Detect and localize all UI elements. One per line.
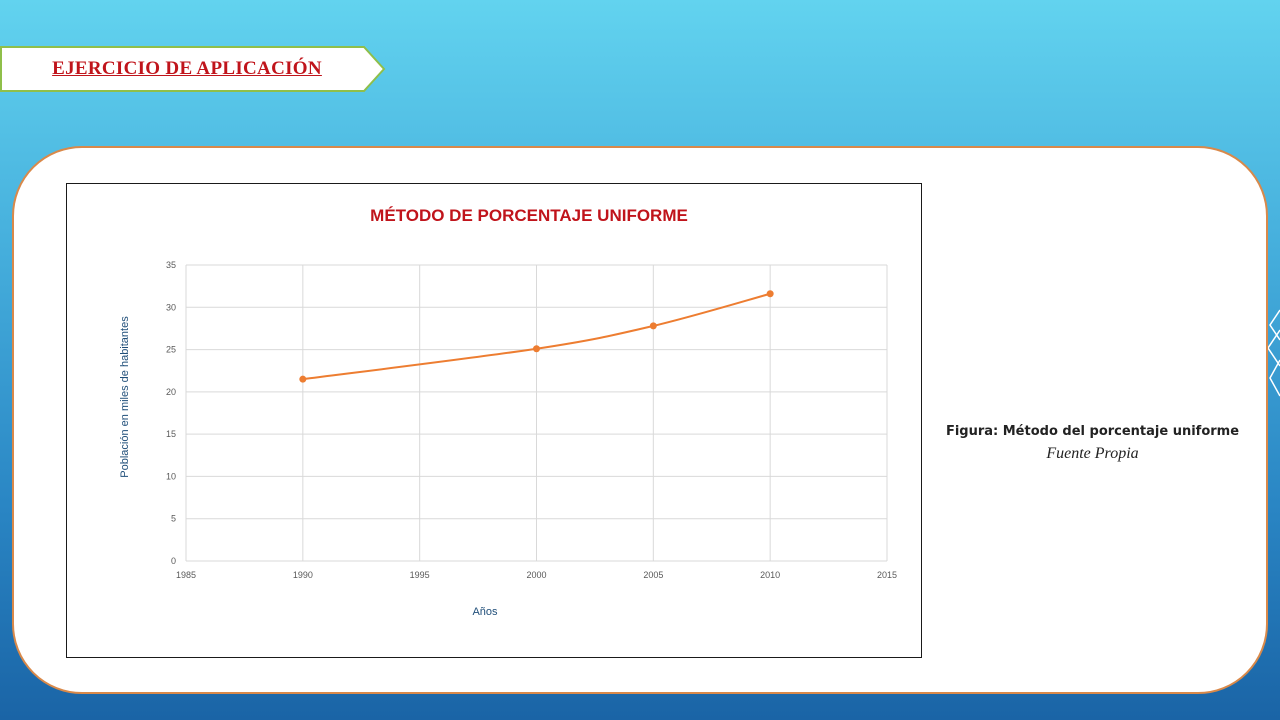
y-tick-label: 30	[166, 302, 176, 312]
section-banner: EJERCICIO DE APLICACIÓN	[0, 46, 386, 92]
x-tick-label: 2005	[643, 570, 663, 580]
series-points	[299, 290, 774, 383]
x-tick-label: 1990	[293, 570, 313, 580]
banner-arrow-shape	[0, 46, 386, 92]
y-tick-label: 15	[166, 429, 176, 439]
y-tick-label: 20	[166, 387, 176, 397]
data-point	[649, 322, 657, 330]
y-tick-label: 35	[166, 260, 176, 270]
series-line	[302, 292, 771, 381]
caption-source-text: Fuente Propia	[1046, 445, 1139, 462]
data-point	[533, 345, 540, 353]
caption-figure-text: Figura: Método del porcentaje uniforme	[945, 424, 1240, 439]
y-tick-label: 0	[171, 556, 176, 566]
y-tick-label: 10	[166, 471, 176, 481]
chart-title: MÉTODO DE PORCENTAJE UNIFORME	[370, 206, 688, 225]
x-tick-label: 2010	[760, 570, 780, 580]
banner-title: EJERCICIO DE APLICACIÓN	[52, 58, 322, 79]
x-tick-label: 1985	[176, 570, 196, 580]
chart: MÉTODO DE PORCENTAJE UNIFORME 0 5 10 15 20 25…	[119, 206, 897, 618]
data-point	[299, 375, 307, 383]
y-tick-label: 5	[171, 514, 176, 524]
figure-caption: Figura: Método del porcentaje uniforme F…	[940, 424, 1245, 463]
x-tick-label: 2015	[877, 570, 897, 580]
chart-container: MÉTODO DE PORCENTAJE UNIFORME 0 5 10 15 20 25…	[66, 183, 922, 658]
data-point	[766, 290, 774, 298]
chart-grid	[185, 264, 888, 562]
y-axis-label: Población en miles de habitantes	[119, 316, 131, 478]
y-axis-ticks: 0 5 10 15 20 25 30 35	[166, 260, 176, 566]
y-tick-label: 25	[166, 345, 176, 355]
decorative-lines	[1267, 309, 1280, 397]
x-axis-ticks: 1985 1990 1995 2000 2005 2010 2015	[176, 570, 897, 580]
x-tick-label: 1995	[410, 570, 430, 580]
x-tick-label: 2000	[526, 570, 546, 580]
x-axis-label: Años	[472, 606, 498, 618]
